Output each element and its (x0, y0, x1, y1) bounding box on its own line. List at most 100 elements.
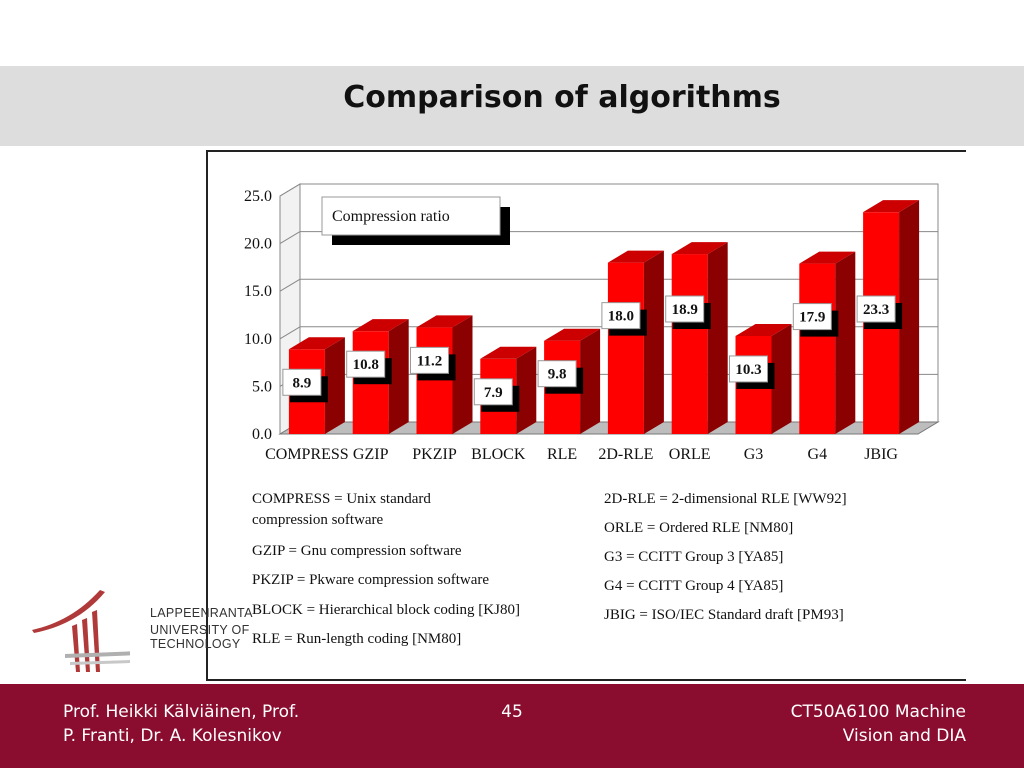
bar-side (771, 323, 792, 434)
bar-top (799, 251, 856, 264)
bar-jbig: 23.3 (856, 200, 920, 434)
bar-orle: 18.9 (665, 242, 728, 434)
data-label: 18.9 (672, 302, 698, 318)
bar-front (799, 263, 836, 434)
x-category-label: JBIG (864, 446, 898, 463)
bar-compress: 8.9 (282, 337, 345, 434)
bar-top (607, 250, 664, 263)
bar-top (416, 315, 473, 328)
data-label: 18.0 (608, 309, 634, 325)
bar-side (452, 315, 473, 434)
y-tick-label: 25.0 (244, 188, 272, 205)
title-band (0, 66, 1024, 146)
definition-pkzip: PKZIP = Pkware compression software (252, 572, 490, 588)
data-label: 10.8 (353, 357, 379, 373)
data-label-box (665, 295, 705, 323)
x-category-label: ORLE (669, 446, 711, 463)
x-category-label: GZIP (353, 446, 389, 463)
page-number: 45 (501, 702, 523, 722)
data-label-box (410, 346, 449, 374)
data-label-box (792, 303, 832, 331)
bar-side (580, 328, 601, 434)
footer-course-line1: CT50A6100 Machine (790, 702, 966, 722)
data-label-box (282, 368, 322, 396)
bar-front (671, 254, 708, 434)
logo-mark (32, 590, 130, 672)
bar-front (416, 327, 453, 434)
x-category-label: 2D-RLE (598, 446, 653, 463)
legend-label: Compression ratio (332, 208, 450, 225)
gridline-depth (279, 278, 301, 292)
bar-side (324, 337, 345, 434)
bar-top (288, 337, 345, 350)
data-label: 9.8 (548, 367, 567, 383)
x-category-label: G3 (744, 446, 764, 463)
logo-text-line2: UNIVERSITY OF TECHNOLOGY (150, 623, 250, 651)
slide-title: Comparison of algorithms (343, 80, 781, 115)
y-tick-label: 10.0 (244, 331, 272, 348)
bar-top (480, 346, 537, 359)
bar-side (516, 346, 537, 434)
x-category-label: COMPRESS (265, 446, 349, 463)
bar-g3: 10.3 (729, 323, 792, 434)
bar-block: 7.9 (473, 346, 537, 434)
data-label: 8.9 (293, 375, 312, 391)
university-logo: LAPPEENRANTA UNIVERSITY OF TECHNOLOGY (30, 588, 330, 678)
bar-side (643, 250, 664, 434)
bar-top (735, 323, 792, 336)
data-label-box (856, 295, 896, 323)
definition-compress: COMPRESS = Unix standard (252, 491, 431, 507)
logo-text-line1: LAPPEENRANTA (150, 606, 253, 620)
bar-top (544, 328, 601, 341)
definition-g4: G4 = CCITT Group 4 [YA85] (604, 578, 784, 594)
footer-authors-line1: Prof. Heikki Kälviäinen, Prof. (63, 702, 300, 722)
data-label: 11.2 (417, 353, 442, 369)
bar-chart: 0.0 5.0 10.0 15.0 20.0 25.0 8.9 COMPRESS 10.8 GZI… (244, 183, 940, 463)
bar-2d-rle: 18.0 (601, 250, 664, 434)
bar-rle: 9.8 (537, 328, 601, 434)
data-label-box (601, 302, 641, 330)
definition-2d-rle: 2D-RLE = 2-dimensional RLE [WW92] (604, 491, 847, 507)
bar-side (835, 251, 856, 434)
bar-side (707, 242, 728, 434)
gridline-depth (279, 231, 301, 245)
definition-block: BLOCK = Hierarchical block coding [KJ80] (252, 602, 520, 618)
bar-top (671, 242, 728, 255)
data-label: 23.3 (863, 302, 889, 318)
data-label-box (346, 350, 386, 378)
definition-gzip: GZIP = Gnu compression software (252, 543, 462, 559)
bar-g4: 17.9 (792, 251, 856, 434)
bar-gzip: 10.8 (346, 319, 409, 434)
data-label: 10.3 (735, 362, 761, 378)
footer-authors-line2: P. Franti, Dr. A. Kolesnikov (63, 726, 282, 746)
bar-top (863, 200, 920, 213)
bar-side (899, 200, 920, 434)
footer-authors: Prof. Heikki Kälviäinen, Prof. P. Franti… (63, 700, 299, 748)
definition-orle: ORLE = Ordered RLE [NM80] (604, 520, 794, 536)
gridline-depth (279, 183, 301, 197)
bar-front (607, 262, 644, 434)
definition-rle: RLE = Run-length coding [NM80] (252, 631, 462, 647)
y-tick-label: 5.0 (252, 378, 272, 395)
legend-box (321, 196, 501, 236)
definition-compress-cont: compression software (252, 512, 384, 528)
data-label-box (729, 355, 768, 383)
bar-side (388, 319, 409, 434)
y-tick-label: 15.0 (244, 283, 272, 300)
x-category-label: RLE (547, 446, 577, 463)
x-category-label: BLOCK (471, 446, 526, 463)
x-category-label: G4 (808, 446, 828, 463)
chart-frame: 0.0 5.0 10.0 15.0 20.0 25.0 8.9 COMPRESS 10.8 GZI… (206, 150, 966, 681)
data-label-box (473, 378, 513, 406)
data-label: 7.9 (484, 385, 503, 401)
bar-pkzip: 11.2 (410, 315, 473, 434)
data-label-box (537, 360, 577, 388)
data-label: 17.9 (799, 310, 825, 326)
bar-top (352, 319, 409, 332)
footer-bar: Prof. Heikki Kälviäinen, Prof. P. Franti… (0, 684, 1024, 768)
y-tick-label: 20.0 (244, 236, 272, 253)
footer-course: CT50A6100 Machine Vision and DIA (791, 700, 966, 748)
gridline-depth (279, 326, 301, 340)
definition-jbig: JBIG = ISO/IEC Standard draft [PM93] (604, 607, 844, 623)
definition-g3: G3 = CCITT Group 3 [YA85] (604, 549, 784, 565)
